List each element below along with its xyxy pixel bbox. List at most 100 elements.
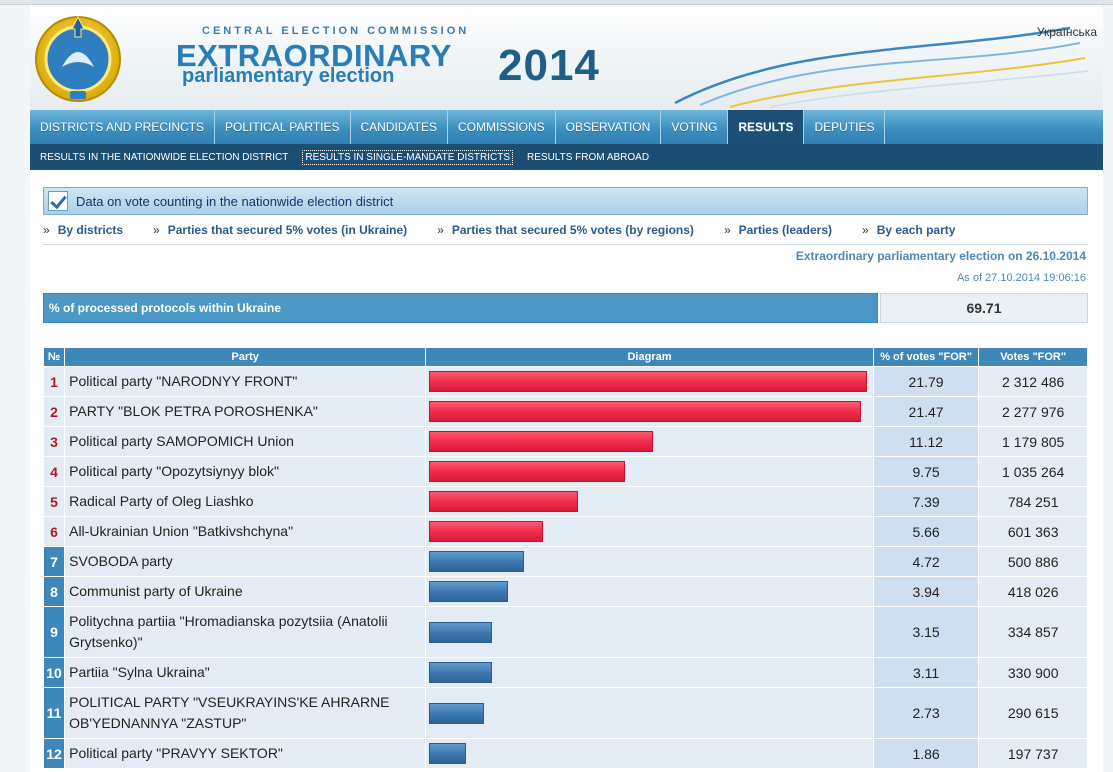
row-number: 1: [44, 367, 65, 396]
percent-votes: 9.75: [873, 457, 979, 486]
diagram-cell: [426, 739, 873, 768]
votes-count: 784 251: [979, 487, 1087, 516]
votes-count: 1 035 264: [979, 457, 1087, 486]
results-links: » By districts » Parties that secured 5% vo…: [43, 220, 1088, 240]
row-number: 3: [44, 427, 65, 456]
cec-emblem-icon[interactable]: [32, 7, 124, 107]
nav-item-results[interactable]: RESULTS: [728, 110, 805, 144]
page: CENTRAL ELECTION COMMISSION EXTRAORDINAR…: [30, 5, 1103, 772]
header-diagram: Diagram: [426, 348, 873, 366]
section-header: Data on vote counting in the nationwide …: [43, 187, 1088, 215]
percent-votes: 3.94: [873, 577, 979, 606]
nav-item-commissions[interactable]: COMMISSIONS: [448, 110, 556, 144]
percent-votes: 11.12: [873, 427, 979, 456]
decorative-swoosh: [674, 26, 1089, 108]
percent-votes: 5.66: [873, 517, 979, 546]
row-number: 8: [44, 577, 65, 606]
link-label[interactable]: By each party: [876, 223, 956, 237]
link-label[interactable]: Parties that secured 5% votes (by region…: [451, 223, 694, 237]
party-name: Communist party of Ukraine: [65, 577, 426, 606]
diagram-cell: [426, 517, 873, 546]
row-number: 6: [44, 517, 65, 546]
language-link[interactable]: Українська: [1036, 25, 1097, 39]
election-year: 2014: [498, 41, 600, 90]
votes-count: 500 886: [979, 547, 1087, 576]
results-table: № Party Diagram % of votes "FOR" Votes "…: [43, 347, 1088, 769]
diagram-cell: [426, 577, 873, 606]
vote-bar: [429, 662, 493, 683]
subnav-item-3[interactable]: RESULTS FROM ABROAD: [527, 151, 650, 163]
link-marker: »: [153, 223, 160, 237]
row-number: 12: [44, 739, 65, 768]
subnav-item-1[interactable]: RESULTS IN THE NATIONWIDE ELECTION DISTR…: [40, 151, 289, 163]
diagram-cell: [426, 397, 873, 426]
vote-bar: [429, 491, 579, 512]
party-name: Partiia "Sylna Ukraina": [65, 658, 426, 687]
link-label[interactable]: By districts: [57, 223, 124, 237]
row-number: 9: [44, 607, 65, 657]
percent-votes: 21.79: [873, 367, 979, 396]
votes-count: 290 615: [979, 688, 1087, 738]
party-name: Political party SAMOPOMICH Union: [65, 427, 426, 456]
title-extraordinary: EXTRAORDINARY: [176, 38, 452, 73]
link-label[interactable]: Parties (leaders): [738, 223, 833, 237]
party-name: All-Ukrainian Union "Batkivshchyna": [65, 517, 426, 546]
table-row: 5 Radical Party of Oleg Liashko 7.39 784 25…: [44, 487, 1087, 516]
link-item-1[interactable]: » By districts: [43, 223, 123, 237]
party-name: SVOBODA party: [65, 547, 426, 576]
vote-bar: [429, 702, 485, 724]
row-number: 4: [44, 457, 65, 486]
divider: [43, 244, 1088, 245]
subnav-item-2[interactable]: RESULTS IN SINGLE-MANDATE DISTRICTS: [302, 149, 514, 165]
link-item-3[interactable]: » Parties that secured 5% votes (by regio…: [437, 223, 694, 237]
link-marker: »: [437, 223, 444, 237]
vote-bar: [429, 743, 467, 764]
link-item-5[interactable]: » By each party: [862, 223, 955, 237]
vote-bar: [429, 401, 862, 422]
link-item-4[interactable]: » Parties (leaders): [724, 223, 832, 237]
table-row: 11 POLITICAL PARTY "VSEUKRAYINS'KE AHRARN…: [44, 688, 1087, 738]
table-row: 7 SVOBODA party 4.72 500 886: [44, 547, 1087, 576]
vote-bar: [429, 581, 509, 602]
as-of-timestamp: As of 27.10.2014 19:06:16: [956, 272, 1086, 284]
section-title: Data on vote counting in the nationwide …: [76, 193, 394, 209]
diagram-cell: [426, 658, 873, 687]
diagram-cell: [426, 607, 873, 657]
diagram-cell: [426, 427, 873, 456]
nav-item-political-parties[interactable]: POLITICAL PARTIES: [215, 110, 351, 144]
vote-bar: [429, 551, 525, 572]
nav-item-deputies[interactable]: DEPUTIES: [804, 110, 886, 144]
vote-bar: [429, 521, 544, 542]
vote-bar: [429, 621, 493, 643]
party-name: Political party "Opozytsiynyy blok": [65, 457, 426, 486]
table-header-row: № Party Diagram % of votes "FOR" Votes "…: [44, 348, 1087, 366]
row-number: 7: [44, 547, 65, 576]
row-number: 2: [44, 397, 65, 426]
header: CENTRAL ELECTION COMMISSION EXTRAORDINAR…: [30, 5, 1103, 110]
table-row: 12 Political party "PRAVYY SEKTOR" 1.86 197…: [44, 739, 1087, 768]
table-row: 10 Partiia "Sylna Ukraina" 3.11 330 900: [44, 658, 1087, 687]
table-row: 2 PARTY "BLOK PETRA POROSHENKA" 21.47 2 277…: [44, 397, 1087, 426]
row-number: 5: [44, 487, 65, 516]
nav-item-districts-and-precincts[interactable]: DISTRICTS AND PRECINCTS: [30, 110, 216, 144]
votes-count: 1 179 805: [979, 427, 1087, 456]
header-percent: % of votes "FOR": [873, 348, 979, 366]
diagram-cell: [426, 487, 873, 516]
commission-name: CENTRAL ELECTION COMMISSION: [202, 25, 470, 37]
link-item-2[interactable]: » Parties that secured 5% votes (in Ukrai…: [153, 223, 407, 237]
election-date-line: Extraordinary parliamentary election on …: [795, 249, 1086, 263]
party-name: POLITICAL PARTY "VSEUKRAYINS'KE AHRARNE …: [65, 688, 426, 738]
nav-item-voting[interactable]: VOTING: [661, 110, 729, 144]
table-row: 4 Political party "Opozytsiynyy blok" 9.75…: [44, 457, 1087, 486]
row-number: 10: [44, 658, 65, 687]
main-nav: DISTRICTS AND PRECINCTS POLITICAL PARTIES…: [30, 110, 1103, 144]
diagram-cell: [426, 367, 873, 396]
processed-protocols: % of processed protocols within Ukraine …: [43, 293, 1088, 323]
link-label[interactable]: Parties that secured 5% votes (in Ukrain…: [167, 223, 408, 237]
nav-item-candidates[interactable]: CANDIDATES: [351, 110, 448, 144]
nav-item-observation[interactable]: OBSERVATION: [556, 110, 662, 144]
header-party: Party: [65, 348, 426, 366]
table-row: 6 All-Ukrainian Union "Batkivshchyna" 5.66…: [44, 517, 1087, 546]
percent-votes: 1.86: [873, 739, 979, 768]
votes-count: 418 026: [979, 577, 1087, 606]
